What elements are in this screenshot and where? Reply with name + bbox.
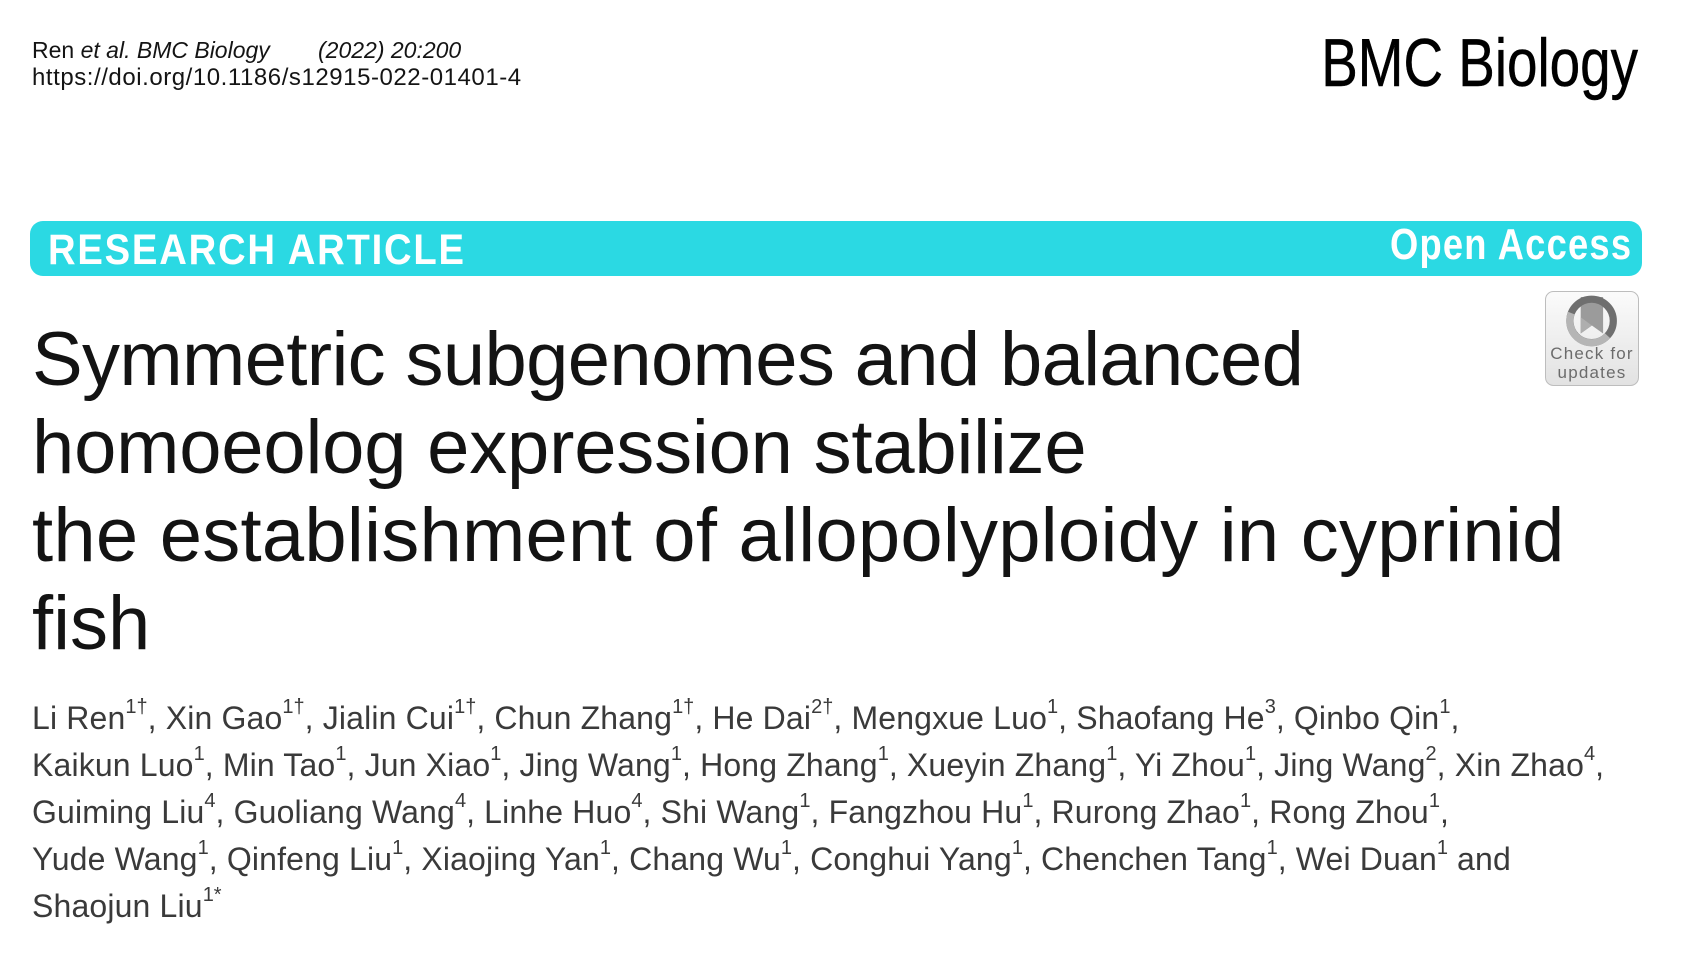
svg-text:Check for: Check for: [1550, 344, 1634, 363]
svg-text:updates: updates: [1558, 363, 1627, 382]
